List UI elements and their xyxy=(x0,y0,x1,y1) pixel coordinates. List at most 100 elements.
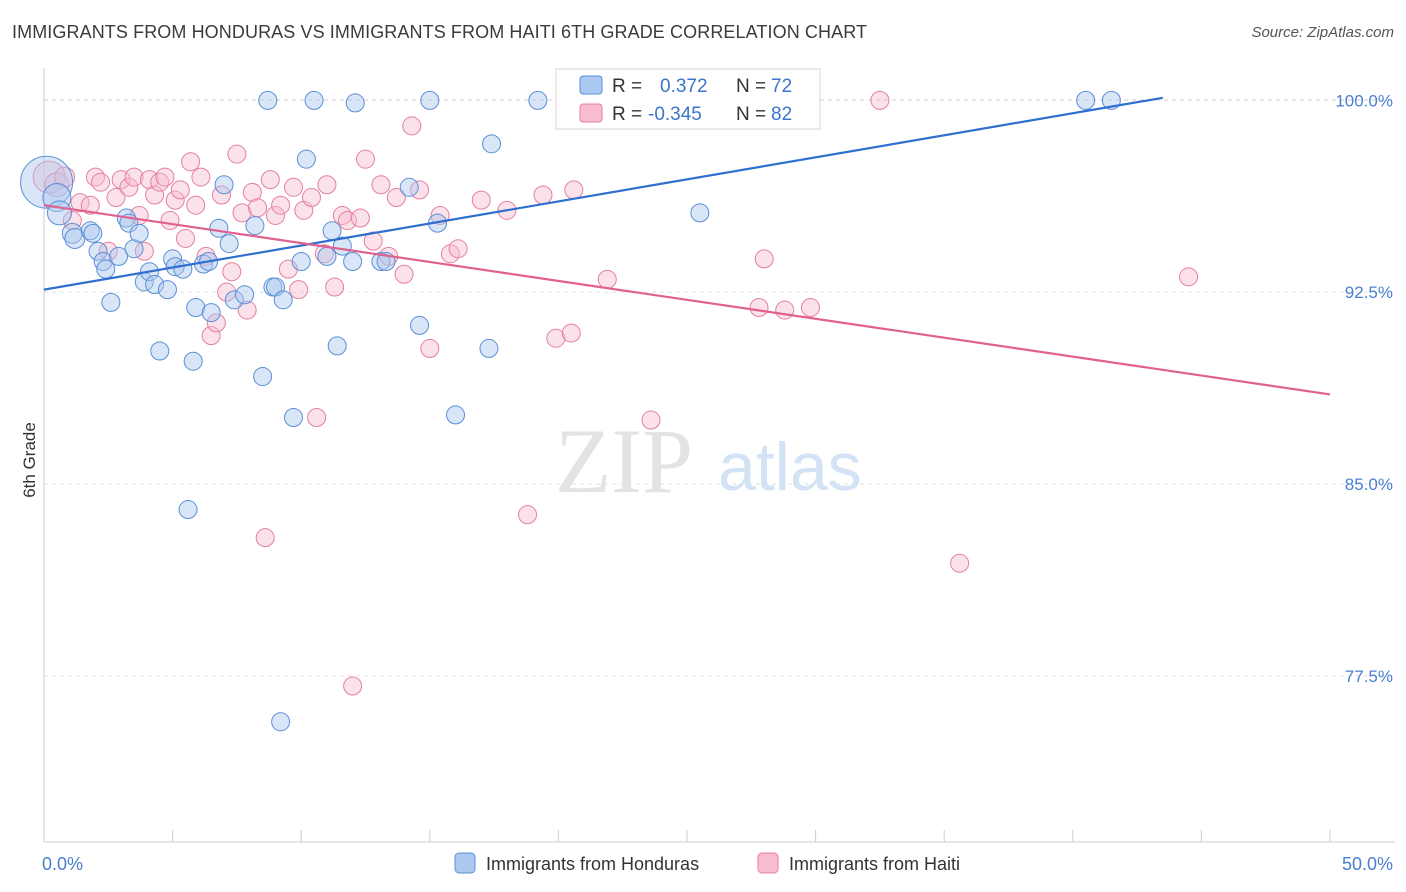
haiti-point xyxy=(265,205,285,225)
honduras-point xyxy=(224,290,244,310)
legend: Immigrants from Honduras Immigrants from… xyxy=(454,852,960,874)
haiti-point xyxy=(301,188,321,208)
honduras-point xyxy=(214,175,234,195)
honduras-point xyxy=(201,303,221,323)
haiti-point xyxy=(150,172,170,192)
haiti-point xyxy=(420,338,440,358)
haiti-point xyxy=(170,180,190,200)
honduras-point xyxy=(219,234,239,254)
honduras-point xyxy=(446,405,466,425)
haiti-point xyxy=(242,182,262,202)
haiti-point xyxy=(54,166,76,188)
honduras-point xyxy=(93,251,113,271)
haiti-point xyxy=(124,167,144,187)
honduras-point xyxy=(186,298,206,318)
legend-haiti-label: Immigrants from Haiti xyxy=(789,854,960,874)
haiti-point xyxy=(119,177,139,197)
haiti-point xyxy=(271,195,291,215)
haiti-n-value: 82 xyxy=(771,104,792,125)
honduras-point xyxy=(46,200,72,226)
haiti-point xyxy=(91,172,111,192)
haiti-point xyxy=(350,208,370,228)
y-tick-label: 92.5% xyxy=(1345,283,1393,302)
haiti-point xyxy=(85,167,105,187)
haiti-point xyxy=(317,175,337,195)
haiti-point xyxy=(206,313,226,333)
honduras-point xyxy=(343,251,363,271)
honduras-point xyxy=(283,407,303,427)
honduras-point xyxy=(109,246,129,266)
honduras-point xyxy=(291,251,311,271)
honduras-point xyxy=(479,338,499,358)
honduras-point xyxy=(296,149,316,169)
y-axis-title: 6th Grade xyxy=(20,422,39,498)
watermark: ZIP atlas xyxy=(555,410,862,512)
honduras-point xyxy=(42,183,72,213)
y-tick-label: 85.0% xyxy=(1345,475,1393,494)
haiti-point xyxy=(448,239,468,259)
haiti-point xyxy=(325,277,345,297)
honduras-point xyxy=(410,315,430,335)
haiti-point xyxy=(289,280,309,300)
haiti-point xyxy=(564,180,584,200)
honduras-point xyxy=(420,90,440,110)
honduras-point xyxy=(317,246,337,266)
axes xyxy=(43,68,1395,843)
haiti-point xyxy=(175,228,195,248)
haiti-point xyxy=(749,298,769,318)
haiti-point xyxy=(800,298,820,318)
haiti-point xyxy=(255,528,275,548)
haiti-point xyxy=(775,300,795,320)
haiti-point xyxy=(227,144,247,164)
watermark-zip: ZIP xyxy=(555,410,693,512)
haiti-point xyxy=(641,410,661,430)
haiti-point xyxy=(386,188,406,208)
honduras-point xyxy=(88,241,108,261)
haiti-point xyxy=(561,323,581,343)
haiti-point xyxy=(307,407,327,427)
haiti-point xyxy=(546,328,566,348)
haiti-point xyxy=(186,195,206,215)
haiti-point xyxy=(232,203,252,223)
honduras-point xyxy=(690,203,710,223)
honduras-point xyxy=(124,239,144,259)
honduras-point xyxy=(129,223,149,243)
chart-title: IMMIGRANTS FROM HONDURAS VS IMMIGRANTS F… xyxy=(12,22,868,42)
haiti-point xyxy=(471,190,491,210)
haiti-point xyxy=(356,149,375,169)
haiti-point xyxy=(343,676,363,696)
y-tick-label: 77.5% xyxy=(1345,667,1393,686)
haiti-point xyxy=(155,167,175,187)
haiti-r-label: R = xyxy=(612,104,642,125)
haiti-point xyxy=(237,300,257,320)
honduras-swatch xyxy=(579,75,603,95)
haiti-point xyxy=(518,505,538,525)
haiti-point xyxy=(80,195,100,215)
haiti-swatch xyxy=(579,103,603,123)
honduras-n-label: N = xyxy=(736,76,766,97)
haiti-point xyxy=(1179,267,1199,287)
honduras-point xyxy=(304,90,324,110)
trend-lines xyxy=(43,96,1331,396)
haiti-trend-line xyxy=(43,204,1331,396)
honduras-point xyxy=(399,177,419,197)
legend-honduras-label: Immigrants from Honduras xyxy=(486,854,699,874)
legend-haiti-swatch xyxy=(757,852,779,874)
haiti-point xyxy=(222,262,242,282)
haiti-point xyxy=(314,244,334,264)
honduras-point xyxy=(83,223,103,243)
x-tick-label-min: 0.0% xyxy=(42,854,83,874)
honduras-point xyxy=(80,221,100,241)
x-tick-label-max: 50.0% xyxy=(1342,854,1393,874)
haiti-point xyxy=(165,190,185,210)
haiti-point xyxy=(62,211,82,231)
watermark-atlas: atlas xyxy=(718,429,862,505)
honduras-point xyxy=(528,90,548,110)
haiti-r-value: -0.345 xyxy=(648,104,702,125)
haiti-point xyxy=(32,160,66,194)
honduras-trend-line xyxy=(43,96,1164,291)
legend-honduras-swatch xyxy=(454,852,476,874)
haiti-point xyxy=(260,170,280,190)
haiti-point xyxy=(44,172,70,198)
